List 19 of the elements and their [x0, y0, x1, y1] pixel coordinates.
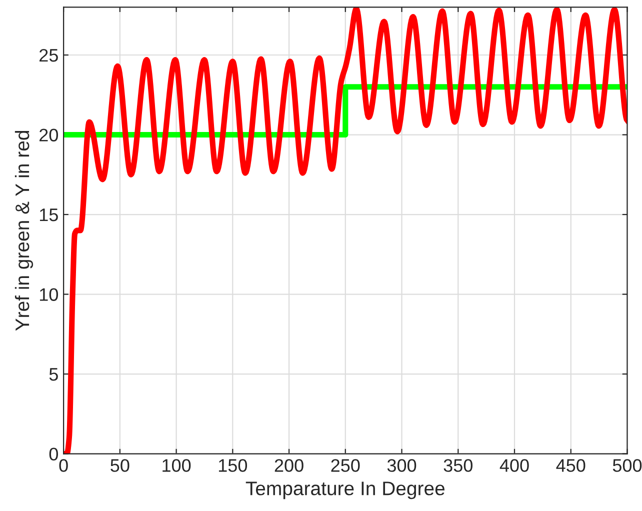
- x-tick-label: 450: [556, 459, 586, 472]
- x-axis-title: Temparature In Degree: [246, 482, 445, 500]
- x-tick-label: 500: [612, 459, 642, 472]
- x-tick-label: 0: [59, 459, 68, 472]
- x-tick-label: 250: [331, 459, 360, 472]
- y-tick-label: 10: [40, 288, 58, 301]
- y-tick-label: 25: [40, 48, 58, 62]
- x-tick-label: 100: [162, 459, 191, 472]
- x-tick-label: 50: [110, 459, 130, 472]
- x-tick-label: 400: [500, 459, 529, 472]
- y-tick-label: 0: [49, 448, 58, 460]
- y-tick-label: 15: [40, 208, 58, 222]
- x-tick-label: 200: [274, 459, 304, 472]
- x-tick-label: 350: [444, 459, 472, 472]
- x-tick-label: 150: [218, 459, 248, 472]
- x-tick-label: 300: [387, 459, 416, 472]
- y-tick-label: 20: [40, 128, 58, 142]
- y-tick-label: 5: [49, 368, 58, 381]
- y-axis-title: Yref in green & Y in red: [14, 130, 34, 331]
